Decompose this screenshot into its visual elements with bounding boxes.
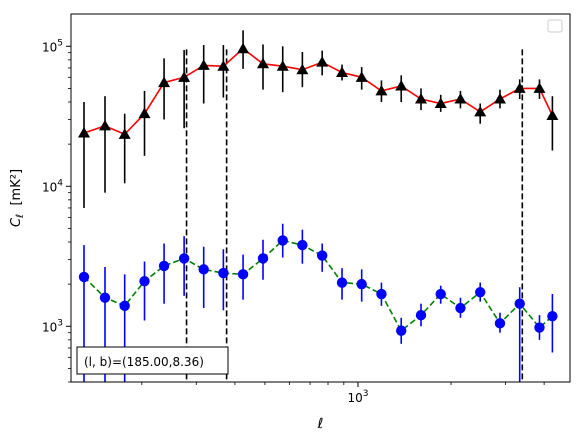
data-point: [547, 311, 558, 322]
data-point: [277, 235, 288, 246]
data-point: [336, 66, 349, 77]
data-point: [415, 93, 428, 104]
y-axis-label: Cℓ [mK²]: [9, 169, 26, 227]
data-point: [316, 56, 329, 67]
data-point: [395, 80, 408, 91]
data-point: [99, 292, 111, 303]
data-point: [237, 269, 249, 280]
data-point: [158, 260, 170, 272]
data-point: [197, 59, 210, 70]
legend: [547, 19, 563, 33]
x-tick-label: 103: [347, 389, 368, 405]
data-point: [218, 267, 229, 279]
data-point: [118, 128, 131, 139]
data-point: [533, 82, 546, 93]
data-point: [455, 302, 466, 314]
data-point: [474, 105, 487, 117]
data-point: [138, 107, 151, 119]
data-point: [119, 300, 130, 312]
data-point: [297, 239, 308, 251]
data-point: [198, 264, 209, 275]
data-point: [336, 277, 348, 288]
y-tick-label: 104: [42, 178, 63, 194]
data-point: [257, 253, 269, 264]
data-point: [415, 309, 427, 321]
data-point: [296, 63, 309, 75]
legend-box: [547, 19, 563, 33]
data-point: [276, 60, 289, 71]
data-point: [78, 271, 90, 283]
data-point: [355, 71, 368, 82]
x-axis-label: ℓ: [317, 416, 324, 432]
data-point: [376, 288, 387, 300]
data-point: [257, 57, 270, 69]
annotation-frame: [76, 346, 229, 375]
plot-frame: [70, 13, 571, 383]
annotation-text: (l, b)=(185.00,8.36): [84, 355, 204, 369]
data-point: [98, 119, 111, 131]
reference-lines: [185, 49, 524, 382]
data-point: [78, 127, 91, 138]
data-point: [475, 287, 486, 298]
annotation-box: (l, b)=(185.00,8.36): [76, 346, 229, 375]
data-point: [534, 322, 545, 333]
data-point: [375, 84, 388, 96]
data-point: [546, 109, 559, 121]
data-point: [158, 76, 171, 88]
data-point: [493, 93, 506, 104]
data-point: [139, 275, 150, 287]
axes: 103 104 105 103: [42, 38, 545, 405]
data-point: [217, 60, 230, 71]
data-point: [454, 93, 467, 104]
data-point: [316, 250, 328, 261]
data-point: [178, 71, 191, 82]
data-point: [434, 97, 447, 109]
data-point: [396, 325, 407, 336]
data-point: [514, 298, 525, 309]
series-0: [78, 30, 559, 208]
series-layer: [78, 30, 559, 382]
series-line: [83, 47, 554, 136]
y-tick-label: 103: [42, 318, 63, 334]
data-point: [494, 318, 506, 329]
y-tick-label: 105: [42, 38, 63, 54]
data-point: [435, 288, 446, 300]
data-point: [178, 253, 190, 264]
data-point: [237, 42, 250, 54]
data-point: [356, 278, 367, 290]
data-point: [513, 82, 526, 93]
